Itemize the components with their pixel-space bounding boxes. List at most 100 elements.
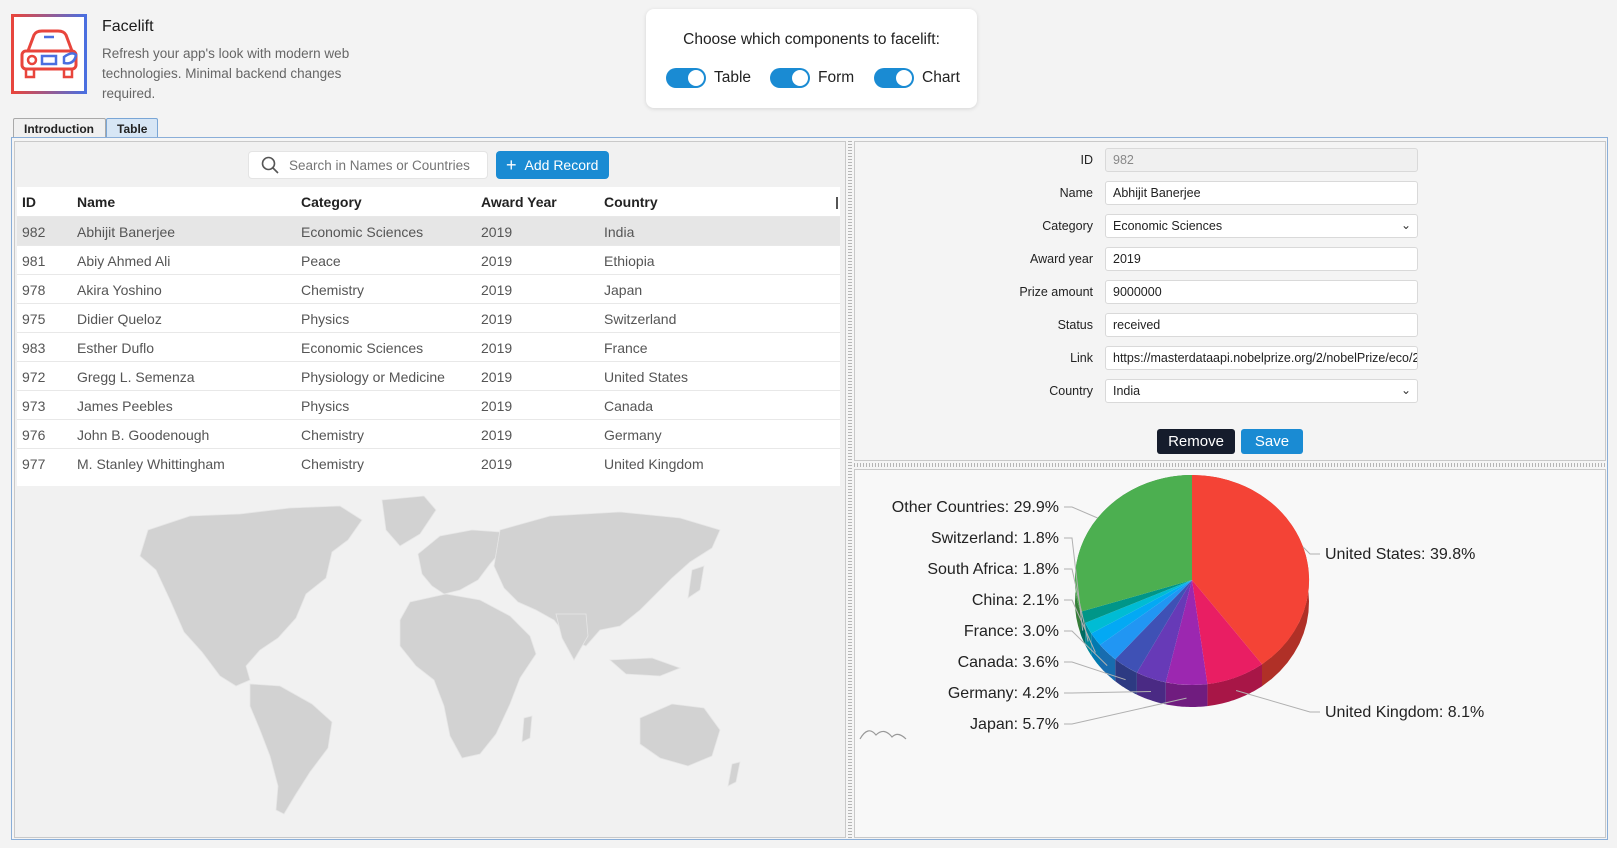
toggle-table[interactable]: Table bbox=[666, 67, 751, 89]
remove-button[interactable]: Remove bbox=[1157, 429, 1235, 454]
leader-line bbox=[1064, 537, 1084, 631]
table-row[interactable]: 978 Akira Yoshino Chemistry 2019 Japan bbox=[17, 274, 840, 303]
search-icon bbox=[261, 156, 279, 174]
leader-line bbox=[1064, 661, 1126, 681]
horizontal-splitter[interactable] bbox=[854, 463, 1606, 467]
table-row[interactable]: 981 Abiy Ahmed Ali Peace 2019 Ethiopia bbox=[17, 245, 840, 274]
category-select[interactable]: Economic Sciences ⌄ bbox=[1105, 214, 1418, 238]
leader-line bbox=[1064, 568, 1089, 642]
leader-line bbox=[1064, 691, 1152, 694]
cell-id: 972 bbox=[22, 369, 46, 385]
table-row[interactable]: 976 John B. Goodenough Chemistry 2019 Ge… bbox=[17, 419, 840, 448]
cell-id: 981 bbox=[22, 253, 46, 269]
pie-slice-canada[interactable] bbox=[1115, 580, 1192, 673]
table-row[interactable]: 972 Gregg L. Semenza Physiology or Medic… bbox=[17, 361, 840, 390]
cell-id: 982 bbox=[22, 224, 46, 240]
cell-category: Physiology or Medicine bbox=[301, 369, 445, 385]
search-input[interactable] bbox=[289, 157, 479, 173]
vertical-splitter[interactable] bbox=[848, 141, 852, 838]
pie-label: United Kingdom: 8.1% bbox=[1325, 704, 1484, 721]
cell-id: 978 bbox=[22, 282, 46, 298]
tab-introduction[interactable]: Introduction bbox=[13, 118, 106, 138]
pie-label: Germany: 4.2% bbox=[948, 685, 1059, 702]
table-row[interactable]: 982 Abhijit Banerjee Economic Sciences 2… bbox=[17, 216, 840, 245]
chevron-down-icon: ⌄ bbox=[1400, 383, 1411, 397]
pie-slice-side bbox=[1100, 644, 1116, 682]
column-header-country[interactable]: Country bbox=[604, 194, 658, 210]
table-row[interactable]: 973 James Peebles Physics 2019 Canada bbox=[17, 390, 840, 419]
tab-table[interactable]: Table bbox=[106, 118, 158, 138]
cell-year: 2019 bbox=[481, 369, 513, 385]
pie-label: Switzerland: 1.8% bbox=[931, 530, 1059, 547]
chevron-down-icon: ⌄ bbox=[1400, 218, 1411, 232]
cell-id: 975 bbox=[22, 311, 46, 327]
pie-slice-side bbox=[1165, 682, 1208, 707]
column-resize-handle[interactable] bbox=[836, 197, 838, 209]
cell-year: 2019 bbox=[481, 224, 513, 240]
name-field[interactable]: Abhijit Banerjee bbox=[1105, 181, 1418, 205]
column-header-id[interactable]: ID bbox=[22, 194, 36, 210]
cell-year: 2019 bbox=[481, 398, 513, 414]
pie-slice-france[interactable] bbox=[1100, 580, 1192, 660]
cell-category: Chemistry bbox=[301, 282, 365, 298]
pie-slice-united-states[interactable] bbox=[1192, 474, 1310, 665]
cell-category: Economic Sciences bbox=[301, 340, 424, 356]
world-map[interactable] bbox=[100, 490, 750, 830]
cell-country: Germany bbox=[604, 427, 662, 443]
save-button[interactable]: Save bbox=[1241, 429, 1303, 454]
add-record-button[interactable]: + Add Record bbox=[496, 151, 609, 179]
table-row[interactable]: 975 Didier Queloz Physics 2019 Switzerla… bbox=[17, 303, 840, 332]
cell-country: Ethiopia bbox=[604, 253, 655, 269]
prize-amount-field[interactable]: 9000000 bbox=[1105, 280, 1418, 304]
toggle-form[interactable]: Form bbox=[770, 67, 854, 89]
form-row-id: ID 982 bbox=[940, 148, 1430, 172]
pie-slice-other-countries[interactable] bbox=[1075, 475, 1192, 612]
pie-slice-united-kingdom[interactable] bbox=[1192, 580, 1262, 685]
prize-amount-label: Prize amount bbox=[1019, 285, 1093, 299]
pie-slice-switzerland[interactable] bbox=[1080, 580, 1193, 623]
cell-id: 983 bbox=[22, 340, 46, 356]
toggle-label: Form bbox=[818, 69, 855, 86]
link-field[interactable]: https://masterdataapi.nobelprize.org/2/n… bbox=[1105, 346, 1418, 370]
pie-label: France: 3.0% bbox=[964, 623, 1059, 640]
pie-label: United States: 39.8% bbox=[1325, 546, 1475, 563]
app-logo bbox=[11, 14, 87, 94]
pie-slice-china[interactable] bbox=[1091, 580, 1192, 645]
leader-line bbox=[1064, 599, 1096, 653]
status-field[interactable]: received bbox=[1105, 313, 1418, 337]
cell-name: Abiy Ahmed Ali bbox=[77, 253, 171, 269]
pie-slice-germany[interactable] bbox=[1136, 580, 1192, 683]
column-header-name[interactable]: Name bbox=[77, 194, 116, 210]
car-icon bbox=[20, 29, 78, 79]
toggle-switch[interactable] bbox=[666, 68, 706, 88]
pie-slice-south-africa[interactable] bbox=[1085, 580, 1192, 634]
cell-category: Economic Sciences bbox=[301, 224, 424, 240]
map-asia bbox=[493, 511, 721, 647]
toggle-card-title: Choose which components to facelift: bbox=[683, 31, 940, 48]
leader-line bbox=[1064, 630, 1108, 666]
column-header-category[interactable]: Category bbox=[301, 194, 362, 210]
form-row-prize-amount: Prize amount 9000000 bbox=[940, 280, 1430, 304]
award-year-field[interactable]: 2019 bbox=[1105, 247, 1418, 271]
map-japan bbox=[687, 565, 705, 599]
pie-slice-japan[interactable] bbox=[1165, 580, 1208, 685]
pie-label: Japan: 5.7% bbox=[970, 716, 1059, 733]
table-row[interactable]: 977 M. Stanley Whittingham Chemistry 201… bbox=[17, 448, 840, 477]
map-europe bbox=[417, 529, 503, 595]
records-table: ID Name Category Award Year Country 982 … bbox=[17, 187, 840, 486]
country-value: India bbox=[1113, 384, 1141, 398]
search-box[interactable] bbox=[248, 151, 488, 179]
toggle-chart[interactable]: Chart bbox=[874, 67, 960, 89]
toggle-switch[interactable] bbox=[874, 68, 914, 88]
form-row-name: Name Abhijit Banerjee bbox=[940, 181, 1430, 205]
toggle-switch[interactable] bbox=[770, 68, 810, 88]
column-header-award-year[interactable]: Award Year bbox=[481, 194, 557, 210]
cell-name: John B. Goodenough bbox=[77, 427, 210, 443]
cell-year: 2019 bbox=[481, 456, 513, 472]
cell-country: United States bbox=[604, 369, 689, 385]
cell-name: Abhijit Banerjee bbox=[77, 224, 176, 240]
country-select[interactable]: India ⌄ bbox=[1105, 379, 1418, 403]
pie-slice-side bbox=[1136, 672, 1166, 705]
table-row[interactable]: 983 Esther Duflo Economic Sciences 2019 … bbox=[17, 332, 840, 361]
cell-country: India bbox=[604, 224, 635, 240]
